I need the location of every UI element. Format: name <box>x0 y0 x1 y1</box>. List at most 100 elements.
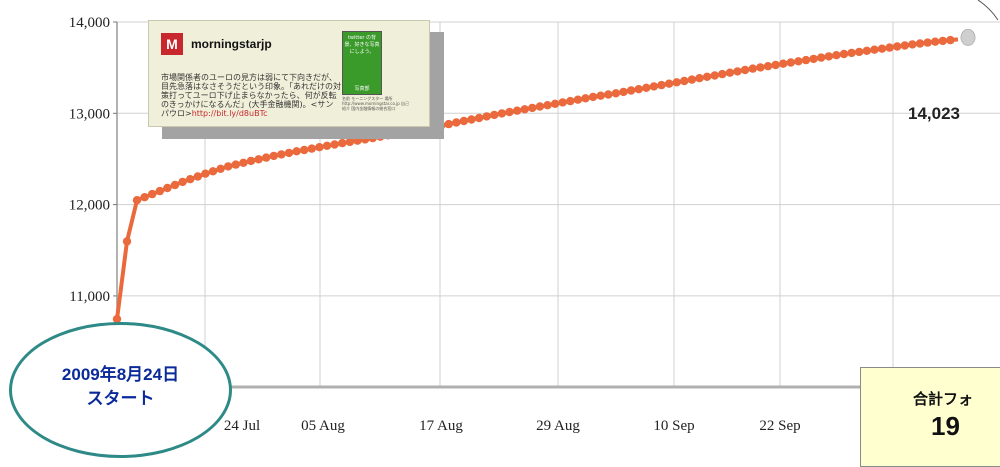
data-point <box>112 314 122 324</box>
data-point <box>855 47 864 57</box>
data-point <box>368 133 377 143</box>
y-tick-label: 13,000 <box>69 106 110 122</box>
data-point <box>512 106 522 115</box>
data-point <box>702 72 712 82</box>
data-point <box>619 87 628 97</box>
data-point <box>649 82 659 91</box>
data-point <box>459 116 469 126</box>
data-point <box>626 86 636 95</box>
data-point <box>239 158 248 167</box>
data-point <box>588 92 598 102</box>
data-point <box>672 78 681 87</box>
data-point <box>277 150 286 159</box>
data-point <box>756 63 765 72</box>
data-point <box>520 105 529 114</box>
data-point <box>148 189 157 199</box>
data-point <box>581 94 590 103</box>
data-point <box>535 102 545 111</box>
x-tick-label: 17 Aug <box>419 418 463 434</box>
data-point <box>436 121 446 130</box>
data-point <box>642 83 651 93</box>
data-point <box>695 74 704 83</box>
data-point <box>817 53 826 62</box>
data-point <box>376 132 385 141</box>
data-point <box>429 122 438 132</box>
x-tick-label: 22 Sep <box>759 418 800 434</box>
data-point <box>931 37 940 46</box>
tweet-profile-info: 名前 モーニングスター 場所 http://www.morningstar.co… <box>342 96 410 111</box>
data-point <box>915 39 925 48</box>
tick-labels: 14,000 13,000 12,000 11,000 24 Jul 05 Aug 17 A… <box>69 15 801 434</box>
data-point <box>414 126 423 135</box>
data-point <box>345 137 355 147</box>
tweet-link[interactable]: http://bit.ly/d8uBTc <box>191 109 268 118</box>
data-point <box>338 138 347 148</box>
data-point <box>786 58 795 67</box>
x-tick-label: 29 Aug <box>536 418 580 434</box>
data-point <box>269 151 278 161</box>
data-point <box>779 59 788 68</box>
data-point <box>246 156 256 166</box>
twitter-ad-banner[interactable]: twitter の背景、好きな写真にしよう。 写真部 <box>342 31 382 95</box>
data-point <box>733 67 742 76</box>
data-point <box>307 144 316 153</box>
data-point <box>315 143 324 152</box>
data-point <box>155 186 164 196</box>
data-point <box>748 64 757 73</box>
data-point <box>254 155 263 164</box>
data-point <box>908 40 917 49</box>
data-point <box>300 145 309 155</box>
data-point <box>862 46 871 55</box>
data-point <box>292 147 301 156</box>
data-point <box>163 183 172 193</box>
y-tick-label: 12,000 <box>69 198 110 214</box>
data-point <box>611 89 621 98</box>
data-point <box>740 65 750 75</box>
data-point <box>353 136 362 145</box>
data-point <box>900 41 909 50</box>
data-point <box>877 44 887 53</box>
data-point <box>505 107 514 117</box>
callout-arc <box>977 0 999 21</box>
data-point <box>474 113 484 123</box>
data-point <box>634 85 643 94</box>
data-point <box>543 101 552 110</box>
follower-series <box>112 0 999 324</box>
data-point <box>893 42 902 51</box>
data-point <box>687 75 697 84</box>
tweet-text: 市場関係者のユーロの見方は弱にて下向きだが、目先急落はなさそうだという印象。「あ… <box>161 73 341 118</box>
data-point <box>885 43 894 52</box>
data-point <box>170 180 180 190</box>
data-point <box>832 51 841 60</box>
data-point <box>596 91 605 100</box>
x-tick-label: 24 Jul <box>224 418 260 434</box>
data-point <box>284 148 294 158</box>
data-point <box>801 55 811 65</box>
data-point <box>657 80 666 90</box>
data-point <box>178 177 187 187</box>
data-point <box>824 52 833 61</box>
total-followers-value: 19 <box>931 411 960 441</box>
data-point <box>528 103 537 113</box>
data-point <box>224 162 233 171</box>
total-followers-label: 合計フォ <box>913 391 974 408</box>
data-point <box>938 36 947 46</box>
start-date-bubble: 2009年8月24日 スタート <box>9 322 232 458</box>
data-point <box>771 60 780 70</box>
data-point <box>140 193 149 202</box>
data-point <box>406 127 415 136</box>
data-point <box>132 196 142 205</box>
y-tick-label: 11,000 <box>69 289 110 305</box>
data-point <box>391 129 400 139</box>
data-point <box>360 135 370 144</box>
data-point <box>946 35 955 45</box>
data-point <box>186 175 195 184</box>
data-point <box>847 48 856 58</box>
data-point <box>467 115 476 124</box>
data-point <box>231 160 240 169</box>
data-point <box>497 109 507 118</box>
data-point <box>262 153 271 162</box>
data-point <box>558 98 567 107</box>
data-point <box>839 49 849 59</box>
start-date-text: 2009年8月24日 <box>61 365 180 384</box>
